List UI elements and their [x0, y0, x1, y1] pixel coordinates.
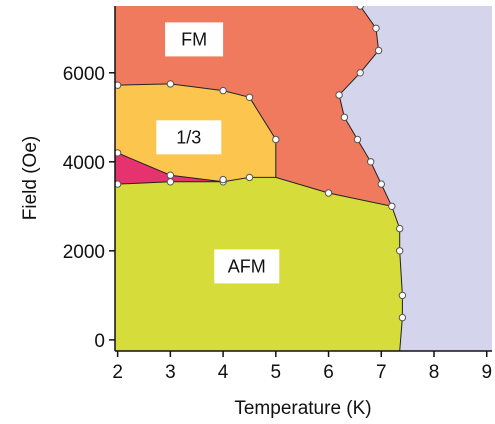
y-tick-label: 0 — [94, 331, 105, 352]
y-ticks: 0 2000 4000 6000 — [63, 64, 115, 352]
regions — [115, 6, 403, 351]
data-point — [166, 80, 175, 88]
data-point — [374, 46, 383, 55]
region-label-text: FM — [181, 29, 207, 49]
x-tick-label: 4 — [218, 362, 229, 383]
data-point — [219, 175, 227, 184]
data-point — [219, 86, 227, 95]
boundary-fm-one-third — [115, 83, 277, 178]
data-point — [372, 24, 380, 32]
data-point — [353, 135, 362, 144]
data-point — [396, 247, 404, 255]
x-tick-label: 9 — [481, 362, 492, 383]
data-point — [245, 173, 254, 182]
boundary-afm-upper — [115, 176, 392, 207]
x-tick-label: 5 — [271, 362, 282, 383]
data-point — [398, 291, 407, 300]
x-tick-label: 2 — [112, 362, 123, 383]
label-box — [165, 22, 224, 57]
x-tick-label: 3 — [165, 362, 176, 383]
data-point — [340, 113, 349, 122]
region-label-fm: FM — [165, 22, 224, 57]
data-point — [166, 178, 175, 186]
region-labels: FM 1/3 AFM — [156, 22, 280, 284]
x-ticks: 2 3 4 5 6 7 8 9 — [112, 351, 492, 383]
label-box — [214, 249, 280, 284]
x-tick-label: 6 — [323, 362, 334, 383]
data-point — [115, 81, 122, 89]
x-axis-label: Temperature (K) — [234, 398, 371, 419]
data-point — [115, 180, 122, 188]
data-point — [396, 224, 404, 233]
region-intermediate — [115, 152, 224, 185]
data-point — [272, 135, 280, 144]
data-point — [335, 91, 343, 99]
data-point — [367, 158, 375, 166]
data-point — [245, 93, 254, 102]
region-label-afm: AFM — [214, 249, 280, 284]
data-point — [356, 69, 364, 77]
data-point — [398, 313, 407, 322]
data-point — [324, 189, 333, 197]
region-label-text: 1/3 — [176, 127, 201, 147]
data-point — [356, 6, 364, 10]
y-tick-label: 6000 — [63, 64, 105, 85]
data-points — [115, 6, 407, 322]
data-point — [166, 171, 175, 179]
y-axis-label: Field (Oe) — [20, 136, 41, 220]
data-point — [115, 149, 122, 157]
x-tick-label: 7 — [376, 362, 387, 383]
axes: 2 3 4 5 6 7 8 9 0 2000 4000 6000 — [63, 6, 492, 383]
y-tick-label: 4000 — [63, 153, 105, 174]
y-tick-label: 2000 — [63, 242, 105, 263]
x-tick-label: 8 — [429, 362, 440, 383]
region-label-text: AFM — [228, 256, 266, 276]
label-box — [156, 120, 222, 155]
region-label-1-3: 1/3 — [156, 120, 222, 155]
data-point — [388, 202, 396, 211]
data-point — [377, 180, 385, 188]
